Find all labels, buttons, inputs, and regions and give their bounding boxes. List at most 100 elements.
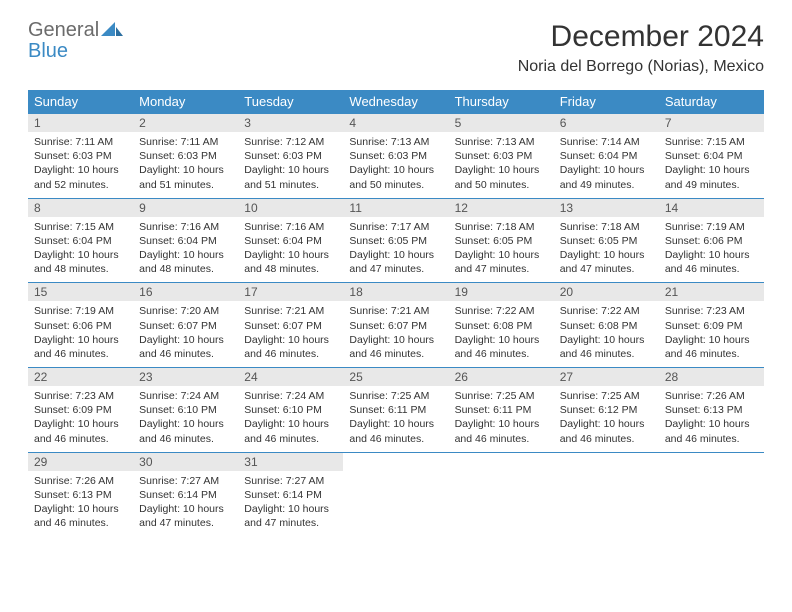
day-cell: 9Sunrise: 7:16 AMSunset: 6:04 PMDaylight… bbox=[133, 198, 238, 283]
day-number: 30 bbox=[133, 453, 238, 471]
sunset: Sunset: 6:05 PM bbox=[560, 234, 653, 248]
day-number: 25 bbox=[343, 368, 448, 386]
month-title: December 2024 bbox=[518, 20, 764, 54]
daylight: Daylight: 10 hours and 47 minutes. bbox=[560, 248, 653, 276]
sunset: Sunset: 6:03 PM bbox=[349, 149, 442, 163]
sunrise: Sunrise: 7:24 AM bbox=[139, 389, 232, 403]
day-number: 7 bbox=[659, 114, 764, 132]
day-cell-empty bbox=[554, 452, 659, 536]
day-number: 6 bbox=[554, 114, 659, 132]
sunset: Sunset: 6:11 PM bbox=[349, 403, 442, 417]
daylight: Daylight: 10 hours and 48 minutes. bbox=[139, 248, 232, 276]
day-number: 22 bbox=[28, 368, 133, 386]
day-number: 9 bbox=[133, 199, 238, 217]
daylight: Daylight: 10 hours and 46 minutes. bbox=[34, 417, 127, 445]
sunrise: Sunrise: 7:22 AM bbox=[455, 304, 548, 318]
day-body: Sunrise: 7:21 AMSunset: 6:07 PMDaylight:… bbox=[238, 301, 343, 367]
day-cell: 30Sunrise: 7:27 AMSunset: 6:14 PMDayligh… bbox=[133, 452, 238, 536]
day-cell: 31Sunrise: 7:27 AMSunset: 6:14 PMDayligh… bbox=[238, 452, 343, 536]
day-number: 16 bbox=[133, 283, 238, 301]
day-number: 5 bbox=[449, 114, 554, 132]
sunset: Sunset: 6:10 PM bbox=[244, 403, 337, 417]
sunset: Sunset: 6:04 PM bbox=[244, 234, 337, 248]
day-body: Sunrise: 7:22 AMSunset: 6:08 PMDaylight:… bbox=[449, 301, 554, 367]
day-number: 31 bbox=[238, 453, 343, 471]
sunrise: Sunrise: 7:18 AM bbox=[560, 220, 653, 234]
day-cell: 19Sunrise: 7:22 AMSunset: 6:08 PMDayligh… bbox=[449, 283, 554, 368]
header: General Blue December 2024 Noria del Bor… bbox=[28, 20, 764, 76]
logo-blue: Blue bbox=[28, 40, 68, 62]
daylight: Daylight: 10 hours and 51 minutes. bbox=[139, 163, 232, 191]
day-number: 19 bbox=[449, 283, 554, 301]
day-number: 18 bbox=[343, 283, 448, 301]
day-cell-empty bbox=[449, 452, 554, 536]
daylight: Daylight: 10 hours and 46 minutes. bbox=[244, 333, 337, 361]
day-number: 14 bbox=[659, 199, 764, 217]
sunset: Sunset: 6:03 PM bbox=[34, 149, 127, 163]
sunrise: Sunrise: 7:15 AM bbox=[665, 135, 758, 149]
day-cell: 20Sunrise: 7:22 AMSunset: 6:08 PMDayligh… bbox=[554, 283, 659, 368]
daylight: Daylight: 10 hours and 46 minutes. bbox=[349, 333, 442, 361]
day-cell: 24Sunrise: 7:24 AMSunset: 6:10 PMDayligh… bbox=[238, 368, 343, 453]
day-cell: 28Sunrise: 7:26 AMSunset: 6:13 PMDayligh… bbox=[659, 368, 764, 453]
day-body: Sunrise: 7:24 AMSunset: 6:10 PMDaylight:… bbox=[133, 386, 238, 452]
sunrise: Sunrise: 7:26 AM bbox=[665, 389, 758, 403]
day-cell: 7Sunrise: 7:15 AMSunset: 6:04 PMDaylight… bbox=[659, 114, 764, 199]
sunrise: Sunrise: 7:14 AM bbox=[560, 135, 653, 149]
dow-thursday: Thursday bbox=[449, 90, 554, 114]
daylight: Daylight: 10 hours and 48 minutes. bbox=[244, 248, 337, 276]
day-body: Sunrise: 7:26 AMSunset: 6:13 PMDaylight:… bbox=[659, 386, 764, 452]
sunset: Sunset: 6:04 PM bbox=[560, 149, 653, 163]
week-row: 15Sunrise: 7:19 AMSunset: 6:06 PMDayligh… bbox=[28, 283, 764, 368]
logo-text-block: General Blue bbox=[28, 20, 123, 62]
day-body: Sunrise: 7:18 AMSunset: 6:05 PMDaylight:… bbox=[554, 217, 659, 283]
daylight: Daylight: 10 hours and 50 minutes. bbox=[349, 163, 442, 191]
daylight: Daylight: 10 hours and 46 minutes. bbox=[244, 417, 337, 445]
daylight: Daylight: 10 hours and 46 minutes. bbox=[34, 333, 127, 361]
sunset: Sunset: 6:07 PM bbox=[244, 319, 337, 333]
sunrise: Sunrise: 7:15 AM bbox=[34, 220, 127, 234]
day-body: Sunrise: 7:27 AMSunset: 6:14 PMDaylight:… bbox=[238, 471, 343, 537]
sunset: Sunset: 6:04 PM bbox=[139, 234, 232, 248]
sunrise: Sunrise: 7:11 AM bbox=[139, 135, 232, 149]
day-body: Sunrise: 7:27 AMSunset: 6:14 PMDaylight:… bbox=[133, 471, 238, 537]
daylight: Daylight: 10 hours and 52 minutes. bbox=[34, 163, 127, 191]
day-cell: 14Sunrise: 7:19 AMSunset: 6:06 PMDayligh… bbox=[659, 198, 764, 283]
day-cell: 23Sunrise: 7:24 AMSunset: 6:10 PMDayligh… bbox=[133, 368, 238, 453]
day-number: 23 bbox=[133, 368, 238, 386]
day-body: Sunrise: 7:18 AMSunset: 6:05 PMDaylight:… bbox=[449, 217, 554, 283]
calendar-table: Sunday Monday Tuesday Wednesday Thursday… bbox=[28, 90, 764, 536]
day-body bbox=[343, 457, 448, 515]
day-number: 13 bbox=[554, 199, 659, 217]
sunrise: Sunrise: 7:18 AM bbox=[455, 220, 548, 234]
day-body bbox=[659, 457, 764, 515]
day-body: Sunrise: 7:13 AMSunset: 6:03 PMDaylight:… bbox=[449, 132, 554, 198]
week-row: 29Sunrise: 7:26 AMSunset: 6:13 PMDayligh… bbox=[28, 452, 764, 536]
daylight: Daylight: 10 hours and 46 minutes. bbox=[560, 417, 653, 445]
sunrise: Sunrise: 7:19 AM bbox=[34, 304, 127, 318]
sunset: Sunset: 6:06 PM bbox=[665, 234, 758, 248]
daylight: Daylight: 10 hours and 46 minutes. bbox=[455, 417, 548, 445]
sunset: Sunset: 6:05 PM bbox=[455, 234, 548, 248]
day-number: 20 bbox=[554, 283, 659, 301]
day-number: 21 bbox=[659, 283, 764, 301]
sunrise: Sunrise: 7:11 AM bbox=[34, 135, 127, 149]
dow-row: Sunday Monday Tuesday Wednesday Thursday… bbox=[28, 90, 764, 114]
sunrise: Sunrise: 7:13 AM bbox=[349, 135, 442, 149]
day-body: Sunrise: 7:14 AMSunset: 6:04 PMDaylight:… bbox=[554, 132, 659, 198]
day-cell: 6Sunrise: 7:14 AMSunset: 6:04 PMDaylight… bbox=[554, 114, 659, 199]
daylight: Daylight: 10 hours and 46 minutes. bbox=[665, 417, 758, 445]
day-cell: 2Sunrise: 7:11 AMSunset: 6:03 PMDaylight… bbox=[133, 114, 238, 199]
day-body: Sunrise: 7:16 AMSunset: 6:04 PMDaylight:… bbox=[238, 217, 343, 283]
day-cell: 25Sunrise: 7:25 AMSunset: 6:11 PMDayligh… bbox=[343, 368, 448, 453]
sunrise: Sunrise: 7:22 AM bbox=[560, 304, 653, 318]
day-cell: 10Sunrise: 7:16 AMSunset: 6:04 PMDayligh… bbox=[238, 198, 343, 283]
day-body: Sunrise: 7:25 AMSunset: 6:11 PMDaylight:… bbox=[449, 386, 554, 452]
sunset: Sunset: 6:03 PM bbox=[244, 149, 337, 163]
day-body: Sunrise: 7:23 AMSunset: 6:09 PMDaylight:… bbox=[28, 386, 133, 452]
day-number: 11 bbox=[343, 199, 448, 217]
day-body: Sunrise: 7:15 AMSunset: 6:04 PMDaylight:… bbox=[28, 217, 133, 283]
daylight: Daylight: 10 hours and 46 minutes. bbox=[349, 417, 442, 445]
day-cell: 1Sunrise: 7:11 AMSunset: 6:03 PMDaylight… bbox=[28, 114, 133, 199]
day-number: 28 bbox=[659, 368, 764, 386]
